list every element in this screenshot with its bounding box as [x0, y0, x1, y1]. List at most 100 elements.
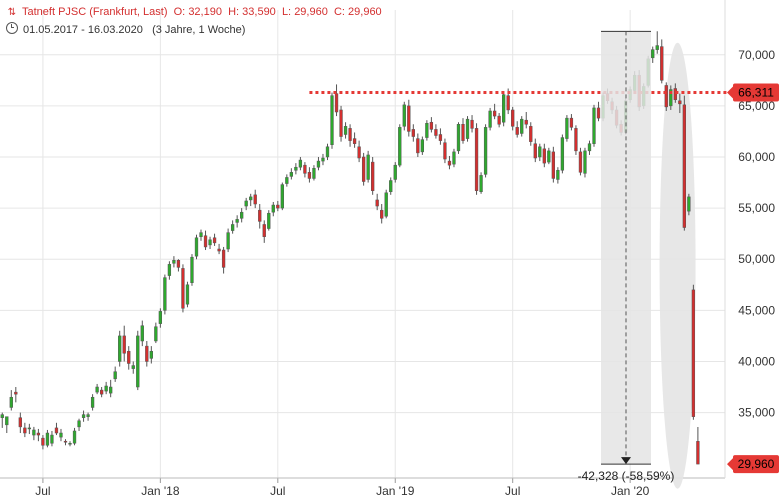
candle-body — [479, 175, 483, 192]
x-tick-label: Jul — [270, 484, 285, 498]
candle-body — [253, 194, 257, 205]
candle-body — [371, 161, 375, 191]
marker-badge — [733, 83, 779, 102]
candle-body — [492, 110, 497, 117]
candle-body — [63, 440, 68, 443]
candle-body — [592, 107, 596, 144]
candle-body — [673, 88, 677, 100]
candle-body — [32, 429, 36, 436]
high-label: H: — [228, 6, 240, 18]
candle-body — [122, 335, 126, 354]
candle-body — [240, 211, 244, 219]
candle-body — [249, 196, 253, 201]
candle-body — [348, 128, 352, 141]
candle-body — [456, 124, 461, 152]
y-tick-label: 70,000 — [738, 48, 775, 62]
candle-body — [524, 119, 528, 125]
candle-body — [199, 232, 203, 237]
candle-body — [226, 232, 230, 250]
candle-body — [194, 237, 199, 257]
candle-body — [574, 128, 578, 152]
candle-body — [578, 151, 583, 173]
x-tick-label: Jul — [35, 484, 50, 498]
candle-body — [497, 115, 501, 125]
candle-body — [5, 416, 9, 426]
candlestick-chart-icon: ⇅ — [7, 7, 17, 18]
candle-body — [294, 166, 298, 171]
candle-body — [154, 326, 158, 342]
marker-badge-arrow — [727, 86, 733, 99]
candle-body — [461, 124, 465, 141]
y-tick-label: 35,000 — [738, 406, 775, 420]
candle-body — [109, 386, 113, 394]
candle-body — [343, 126, 348, 135]
axes: 70,000 65,000 60,000 55,000 50,000 45,000 40,0… — [35, 48, 775, 498]
candle-body — [533, 143, 537, 159]
candle-body — [389, 180, 393, 193]
candle-body — [190, 256, 194, 283]
candle-body — [212, 237, 217, 244]
candle-body — [77, 420, 81, 428]
open-label: O: — [173, 6, 186, 18]
x-tick-label: Jul — [505, 484, 520, 498]
candle-body — [583, 150, 587, 174]
candle-body — [285, 177, 289, 184]
candle-body — [366, 154, 370, 180]
candle-body — [289, 172, 294, 177]
candle-body — [529, 126, 533, 142]
candle-body — [244, 200, 248, 207]
close-value: 29,960 — [348, 6, 382, 18]
candle-body — [50, 434, 54, 444]
candle-body — [384, 192, 388, 217]
candle-body — [149, 350, 153, 359]
candle-body — [176, 259, 181, 268]
low-label: L: — [281, 6, 292, 18]
open-value: 32,190 — [188, 6, 222, 18]
candle-body — [447, 160, 452, 166]
candle-body — [140, 325, 144, 342]
candle-body — [538, 146, 542, 158]
candle-body — [696, 441, 700, 465]
last-price-label: 29,960 — [738, 457, 775, 471]
candle-body — [560, 137, 565, 171]
candle-body — [41, 437, 45, 446]
y-tick-label: 65,000 — [738, 99, 775, 113]
candle-body — [235, 219, 239, 223]
candle-body — [556, 170, 560, 180]
candle-body — [316, 160, 321, 168]
candle-body — [185, 284, 190, 305]
candle-body — [181, 268, 185, 309]
candle-body — [54, 427, 59, 434]
candle-body — [104, 385, 108, 392]
candle-body — [425, 123, 429, 138]
crash-ellipse — [659, 42, 696, 489]
candle-body — [596, 107, 601, 119]
candle-body — [511, 109, 515, 127]
candle-body — [158, 311, 163, 324]
candle-body — [217, 248, 221, 252]
candle-body — [14, 391, 18, 395]
candle-body — [136, 335, 140, 388]
candle-body — [303, 164, 307, 174]
instrument-name: Tatneft PJSC (Frankfurt, Last) — [22, 6, 168, 18]
candle-body — [23, 427, 27, 434]
candle-body — [325, 146, 330, 158]
grid-lines — [0, 0, 726, 483]
candle-body — [407, 105, 411, 132]
candle-body — [221, 249, 226, 268]
y-tick-label: 45,000 — [738, 303, 775, 317]
candle-body — [95, 386, 99, 393]
candle-body — [208, 239, 212, 246]
candle-body — [59, 432, 63, 438]
candle-body — [587, 143, 592, 152]
change-label: -42,328 (-58,59%) — [578, 469, 675, 483]
candle-body — [18, 417, 22, 428]
candle-body — [280, 184, 284, 209]
candle-body — [68, 442, 72, 445]
marker-label: 66,311 — [738, 85, 774, 99]
candle-body — [86, 414, 90, 417]
candle-body — [203, 235, 208, 248]
candle-body — [402, 104, 406, 127]
candle-body — [339, 109, 343, 137]
candle-body — [443, 142, 447, 160]
